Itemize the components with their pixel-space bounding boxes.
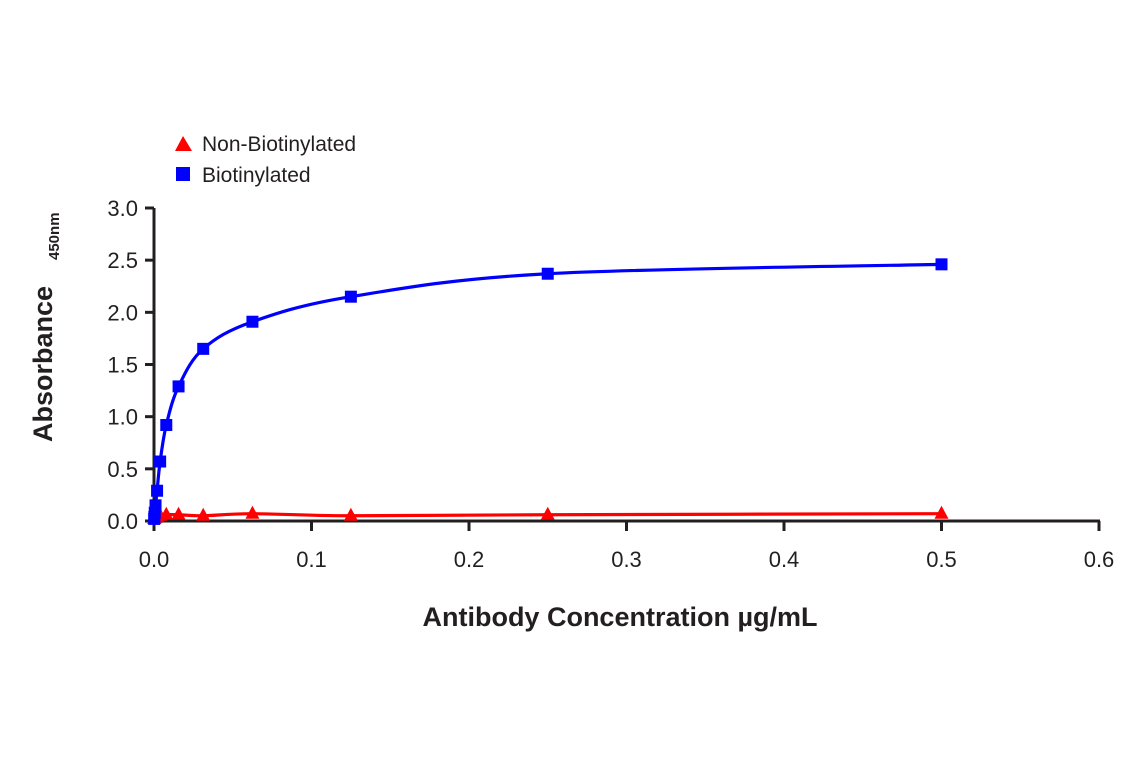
square-marker-icon	[160, 419, 173, 432]
y-axis-title-main: Absorbance	[28, 286, 58, 442]
y-tick-label: 2.5	[107, 248, 138, 273]
y-tick-label: 2.0	[107, 300, 138, 325]
triangle-marker-icon	[343, 507, 358, 521]
triangle-marker-icon	[245, 505, 260, 519]
x-tick-label: 0.3	[611, 547, 642, 572]
square-marker-icon	[151, 484, 164, 497]
triangle-marker-icon	[540, 506, 555, 520]
square-marker-icon	[197, 342, 210, 355]
plot-area	[147, 258, 949, 525]
x-tick-label: 0.1	[296, 547, 327, 572]
square-marker-icon	[344, 290, 357, 303]
y-tick-label: 0.5	[107, 457, 138, 482]
triangle-marker-icon	[934, 505, 949, 519]
legend: Non-Biotinylated Biotinylated	[175, 133, 356, 187]
triangle-marker-icon	[175, 136, 192, 151]
x-tick-label: 0.4	[769, 547, 800, 572]
legend-label: Biotinylated	[202, 164, 311, 187]
square-marker-icon	[541, 267, 554, 280]
y-axis-title: Absorbance 450nm	[28, 212, 63, 442]
legend-label: Non-Biotinylated	[202, 133, 356, 156]
x-axis-title: Antibody Concentration µg/mL	[422, 602, 817, 632]
triangle-marker-icon	[171, 506, 186, 520]
triangle-marker-icon	[159, 506, 174, 520]
square-marker-icon	[246, 315, 259, 328]
square-marker-icon	[154, 455, 167, 468]
y-axis: 0.0 0.5 1.0 1.5 2.0 2.5 3.0	[107, 196, 156, 534]
x-tick-label: 0.0	[139, 547, 170, 572]
x-tick-label: 0.5	[926, 547, 957, 572]
series-biotinylated	[148, 258, 948, 525]
x-tick-label: 0.2	[454, 547, 485, 572]
x-axis: 0.0 0.1 0.2 0.3 0.4 0.5 0.6	[139, 519, 1115, 572]
square-marker-icon	[176, 167, 190, 181]
series-line	[152, 262, 942, 520]
legend-item-non-biotinylated: Non-Biotinylated	[175, 133, 356, 156]
y-tick-label: 0.0	[107, 509, 138, 534]
triangle-marker-icon	[196, 507, 211, 521]
square-marker-icon	[172, 380, 185, 393]
y-axis-title-subscript: 450nm	[46, 212, 63, 260]
x-tick-label: 0.6	[1084, 547, 1115, 572]
square-marker-icon	[149, 499, 162, 512]
y-tick-label: 3.0	[107, 196, 138, 221]
square-marker-icon	[935, 258, 948, 271]
y-tick-label: 1.0	[107, 405, 138, 430]
legend-item-biotinylated: Biotinylated	[176, 164, 311, 187]
y-tick-label: 1.5	[107, 353, 138, 378]
